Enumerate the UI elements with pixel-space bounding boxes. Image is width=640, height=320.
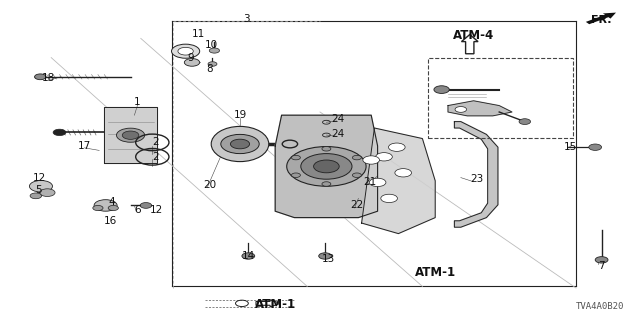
FancyArrow shape <box>256 300 280 307</box>
Text: 2: 2 <box>152 152 159 162</box>
Text: 5: 5 <box>35 185 42 196</box>
Text: 13: 13 <box>322 253 335 264</box>
Text: 19: 19 <box>234 110 246 120</box>
Circle shape <box>314 160 339 173</box>
Text: 8: 8 <box>206 64 212 74</box>
Text: 18: 18 <box>42 73 54 84</box>
Circle shape <box>108 205 118 211</box>
Text: 3: 3 <box>243 14 250 24</box>
Text: 1: 1 <box>134 97 141 108</box>
Circle shape <box>53 129 66 136</box>
Polygon shape <box>454 122 498 227</box>
Text: ATM-1: ATM-1 <box>255 298 296 311</box>
Circle shape <box>287 147 366 186</box>
Circle shape <box>369 178 386 187</box>
Circle shape <box>301 154 352 179</box>
Circle shape <box>35 74 46 80</box>
Text: 17: 17 <box>78 140 91 151</box>
Circle shape <box>122 131 139 139</box>
Circle shape <box>40 189 55 196</box>
Polygon shape <box>104 107 157 163</box>
Text: 14: 14 <box>242 251 255 261</box>
Polygon shape <box>362 128 435 234</box>
Circle shape <box>209 48 220 53</box>
Circle shape <box>353 156 362 160</box>
FancyArrow shape <box>461 35 478 54</box>
Circle shape <box>94 200 117 211</box>
Circle shape <box>595 257 608 263</box>
Circle shape <box>29 180 52 192</box>
Circle shape <box>434 86 449 93</box>
Circle shape <box>395 169 412 177</box>
Text: ATM-1: ATM-1 <box>415 266 456 279</box>
Circle shape <box>242 253 255 259</box>
Circle shape <box>376 153 392 161</box>
Text: 22: 22 <box>351 200 364 211</box>
Circle shape <box>388 143 405 151</box>
Circle shape <box>519 119 531 124</box>
Circle shape <box>230 139 250 149</box>
Text: 10: 10 <box>205 40 218 51</box>
Text: 24: 24 <box>332 129 344 139</box>
FancyArrow shape <box>586 12 616 24</box>
Circle shape <box>363 156 380 164</box>
Circle shape <box>322 182 331 186</box>
Circle shape <box>140 203 152 208</box>
Circle shape <box>184 59 200 66</box>
Circle shape <box>353 173 362 177</box>
Circle shape <box>589 144 602 150</box>
Circle shape <box>208 62 217 66</box>
Text: 20: 20 <box>204 180 216 190</box>
Text: TVA4A0B20: TVA4A0B20 <box>575 302 624 311</box>
Circle shape <box>455 107 467 112</box>
Polygon shape <box>275 115 378 218</box>
Ellipse shape <box>211 126 269 162</box>
Text: 16: 16 <box>104 216 117 226</box>
Text: 15: 15 <box>564 142 577 152</box>
Circle shape <box>291 156 300 160</box>
Text: 11: 11 <box>192 29 205 39</box>
Circle shape <box>381 194 397 203</box>
Text: 12: 12 <box>33 172 46 183</box>
Circle shape <box>322 147 331 151</box>
Text: 21: 21 <box>364 177 376 187</box>
Text: 9: 9 <box>188 52 194 63</box>
Circle shape <box>291 173 300 177</box>
Text: FR.: FR. <box>591 15 612 25</box>
Circle shape <box>172 44 200 58</box>
Text: 2: 2 <box>152 137 159 148</box>
Text: 6: 6 <box>134 204 141 215</box>
Circle shape <box>319 253 332 259</box>
Text: 24: 24 <box>332 114 344 124</box>
Circle shape <box>178 47 193 55</box>
Circle shape <box>30 193 42 199</box>
Text: 23: 23 <box>470 174 483 184</box>
Circle shape <box>93 205 103 211</box>
Text: 7: 7 <box>598 261 605 271</box>
Circle shape <box>221 134 259 154</box>
Polygon shape <box>448 101 512 116</box>
Text: 12: 12 <box>150 204 163 215</box>
Text: ATM-4: ATM-4 <box>453 29 494 42</box>
Circle shape <box>116 128 145 142</box>
Bar <box>428 58 573 138</box>
Text: 4: 4 <box>109 196 115 207</box>
